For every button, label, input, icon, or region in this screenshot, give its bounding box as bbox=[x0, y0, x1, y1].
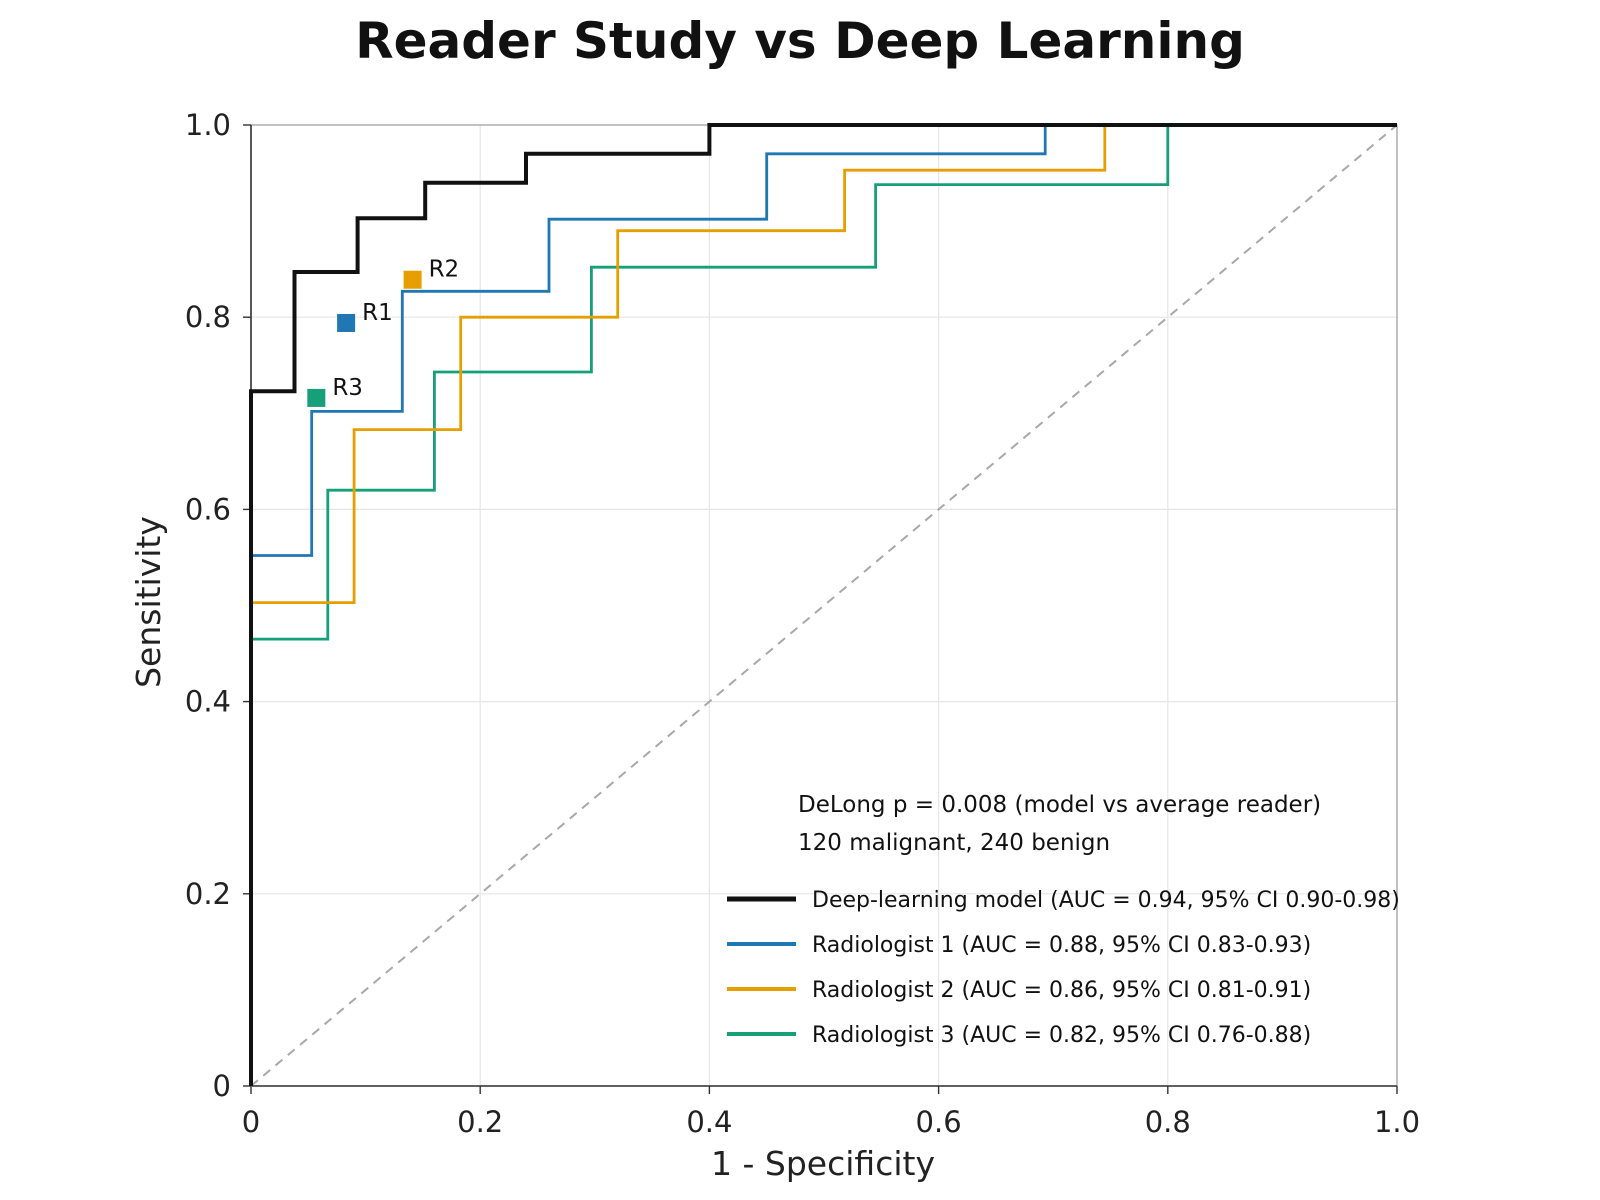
legend-entry-label: Radiologist 3 (AUC = 0.82, 95% CI 0.76-0… bbox=[812, 1023, 1311, 1048]
annotation-layer: DeLong p = 0.008 (model vs average reade… bbox=[798, 792, 1321, 856]
x-tick-label: 1.0 bbox=[1374, 1105, 1420, 1139]
reader-point-marker-r1 bbox=[337, 313, 356, 332]
x-tick-label: 0.4 bbox=[686, 1105, 732, 1139]
y-tick-label: 0.2 bbox=[185, 877, 231, 911]
reader-point-label-r1: R1 bbox=[362, 300, 393, 326]
reader-points-layer: R1 R2 R3 bbox=[307, 257, 459, 407]
roc-curve-series-4 bbox=[249, 123, 1397, 1086]
x-tick-label: 0.2 bbox=[457, 1105, 503, 1139]
roc-curve-series-3 bbox=[249, 123, 1397, 1086]
legend-entry-label: Radiologist 1 (AUC = 0.88, 95% CI 0.83-0… bbox=[812, 933, 1311, 958]
roc-curve-series-2 bbox=[249, 123, 1397, 1086]
y-axis-label: Sensitivity bbox=[129, 516, 168, 688]
reader-point-label-r3: R3 bbox=[332, 375, 363, 401]
x-tick-label: 0 bbox=[242, 1105, 260, 1139]
roc-curve-series-1 bbox=[249, 123, 1397, 1086]
annotation-text: 120 malignant, 240 benign bbox=[798, 830, 1110, 856]
reader-point-label-r2: R2 bbox=[429, 257, 460, 283]
grid-layer bbox=[251, 125, 1397, 1086]
annotation-text: DeLong p = 0.008 (model vs average reade… bbox=[798, 792, 1321, 818]
x-tick-label: 0.6 bbox=[916, 1105, 962, 1139]
y-tick-label: 1.0 bbox=[185, 108, 231, 142]
legend-entry-label: Deep-learning model (AUC = 0.94, 95% CI … bbox=[812, 888, 1400, 913]
y-tick-label: 0.4 bbox=[185, 685, 231, 719]
reader-point-marker-r2 bbox=[403, 270, 422, 289]
x-axis-label: 1 - Specificity bbox=[711, 1144, 935, 1183]
y-tick-label: 0.8 bbox=[185, 300, 231, 334]
legend-entry-label: Radiologist 2 (AUC = 0.86, 95% CI 0.81-0… bbox=[812, 978, 1311, 1003]
reader-point-marker-r3 bbox=[307, 388, 326, 407]
y-tick-label: 0 bbox=[213, 1069, 231, 1103]
chart-title: Reader Study vs Deep Learning bbox=[355, 12, 1245, 70]
x-tick-label: 0.8 bbox=[1145, 1105, 1191, 1139]
series-layer bbox=[249, 123, 1397, 1086]
legend: Deep-learning model (AUC = 0.94, 95% CI … bbox=[727, 888, 1400, 1048]
y-tick-label: 0.6 bbox=[185, 492, 231, 526]
